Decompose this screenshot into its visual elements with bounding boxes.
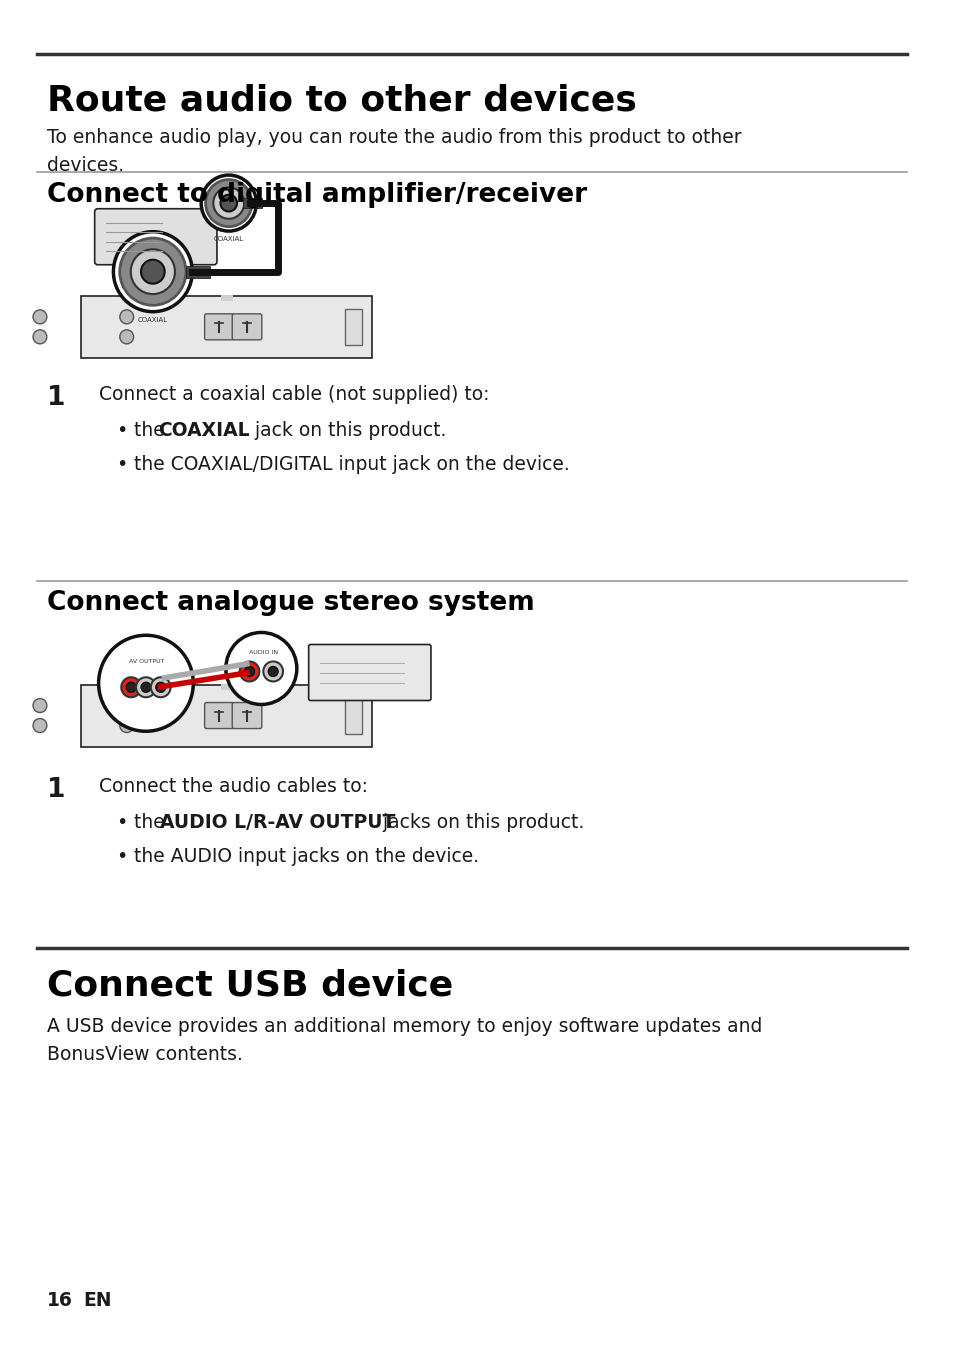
Circle shape: [239, 662, 259, 682]
Text: To enhance audio play, you can route the audio from this product to other
device: To enhance audio play, you can route the…: [48, 128, 741, 175]
Text: the AUDIO input jacks on the device.: the AUDIO input jacks on the device.: [134, 847, 478, 866]
Bar: [81, 685, 372, 746]
Text: the: the: [134, 421, 171, 440]
Circle shape: [119, 238, 186, 305]
FancyBboxPatch shape: [309, 644, 431, 701]
Circle shape: [244, 667, 254, 677]
Bar: [344, 309, 362, 344]
Text: A USB device provides an additional memory to enjoy software updates and
BonusVi: A USB device provides an additional memo…: [48, 1017, 761, 1064]
Text: •: •: [116, 814, 128, 833]
Text: jack on this product.: jack on this product.: [248, 421, 445, 440]
FancyBboxPatch shape: [204, 313, 234, 340]
Text: jacks on this product.: jacks on this product.: [376, 814, 583, 833]
Circle shape: [120, 330, 133, 344]
Circle shape: [120, 698, 133, 713]
Circle shape: [220, 195, 236, 211]
Circle shape: [33, 309, 47, 324]
FancyBboxPatch shape: [94, 208, 216, 265]
Text: 16: 16: [48, 1291, 73, 1310]
Text: •: •: [116, 455, 128, 473]
Circle shape: [141, 682, 151, 693]
Circle shape: [131, 249, 174, 295]
Text: the: the: [134, 814, 171, 833]
Circle shape: [141, 260, 165, 284]
Circle shape: [126, 682, 136, 693]
Text: AUDIO L/R-AV OUTPUT: AUDIO L/R-AV OUTPUT: [159, 814, 395, 833]
Circle shape: [213, 187, 244, 219]
Circle shape: [201, 175, 256, 231]
Circle shape: [33, 718, 47, 733]
Text: Connect to digital amplifier/receiver: Connect to digital amplifier/receiver: [48, 182, 587, 207]
Circle shape: [263, 662, 283, 682]
Text: Connect a coaxial cable (not supplied) to:: Connect a coaxial cable (not supplied) t…: [98, 385, 489, 404]
Text: COAXIAL: COAXIAL: [137, 316, 168, 323]
Text: •: •: [116, 847, 128, 866]
Text: Connect analogue stereo system: Connect analogue stereo system: [48, 590, 535, 616]
Text: AV OUTPUT: AV OUTPUT: [130, 659, 165, 664]
Circle shape: [33, 698, 47, 713]
Circle shape: [206, 180, 252, 226]
Circle shape: [136, 678, 155, 697]
Bar: [186, 266, 210, 277]
Text: Connect USB device: Connect USB device: [48, 968, 453, 1002]
FancyBboxPatch shape: [232, 313, 261, 340]
Bar: [221, 295, 233, 301]
Text: COAXIAL: COAXIAL: [213, 237, 244, 242]
Circle shape: [120, 718, 133, 733]
Bar: [242, 198, 262, 208]
Circle shape: [98, 635, 193, 732]
FancyBboxPatch shape: [232, 702, 261, 729]
Circle shape: [151, 678, 171, 697]
Circle shape: [113, 231, 193, 312]
Text: Route audio to other devices: Route audio to other devices: [48, 83, 637, 117]
Text: the COAXIAL/DIGITAL input jack on the device.: the COAXIAL/DIGITAL input jack on the de…: [134, 455, 569, 473]
Bar: [81, 296, 372, 358]
FancyBboxPatch shape: [204, 702, 234, 729]
Text: EN: EN: [83, 1291, 112, 1310]
Circle shape: [120, 309, 133, 324]
Circle shape: [155, 682, 166, 693]
Text: 1: 1: [48, 385, 66, 410]
Circle shape: [33, 330, 47, 344]
Circle shape: [226, 632, 296, 705]
Text: COAXIAL: COAXIAL: [157, 421, 249, 440]
Bar: [221, 683, 233, 690]
Text: 1: 1: [48, 777, 66, 803]
Text: •: •: [116, 421, 128, 440]
Bar: [344, 698, 362, 733]
Circle shape: [268, 667, 277, 677]
Circle shape: [121, 678, 141, 697]
Text: Connect the audio cables to:: Connect the audio cables to:: [98, 777, 367, 796]
Text: AUDIO IN: AUDIO IN: [249, 650, 277, 655]
